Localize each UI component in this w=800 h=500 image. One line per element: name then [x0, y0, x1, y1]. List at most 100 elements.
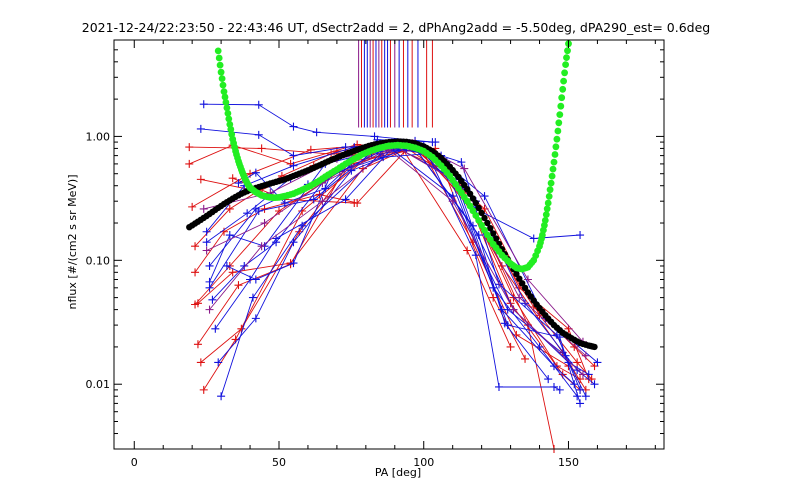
chart-title: 2021-12-24/22:23:50 - 22:43:46 UT, dSect… — [82, 20, 710, 35]
fit-point — [466, 190, 474, 197]
x-tick-label: 50 — [272, 456, 286, 469]
model-point — [475, 217, 483, 224]
data-point — [309, 195, 318, 204]
data-point — [191, 242, 200, 251]
data-point — [254, 100, 263, 109]
model-point — [220, 88, 228, 95]
fit-point — [484, 219, 491, 227]
data-point — [193, 299, 202, 308]
axes: 0 50 100 150 0.01 0.10 1.00 — [86, 39, 664, 469]
data-point — [208, 295, 217, 304]
data-point — [202, 246, 211, 255]
model-point — [221, 93, 229, 101]
data-point — [495, 382, 503, 391]
fit-point — [481, 214, 488, 222]
y-axis-label: nflux [#/(cm2 s sr MeV)] — [66, 175, 79, 310]
fit-point — [475, 204, 482, 212]
data-point — [199, 204, 208, 213]
data-point — [570, 342, 579, 351]
model-point — [214, 47, 222, 55]
data-point — [196, 124, 205, 133]
data-point — [521, 299, 530, 308]
data-point — [222, 261, 231, 270]
model-point — [219, 81, 227, 89]
model-point — [543, 205, 551, 213]
data-point — [243, 209, 252, 218]
data-point — [257, 242, 266, 251]
model-point — [548, 172, 556, 180]
x-tick-label: 150 — [558, 456, 579, 469]
fit-point — [464, 186, 471, 193]
model-point — [555, 119, 563, 127]
model-point — [472, 212, 480, 219]
data-point — [254, 130, 263, 139]
data-point — [228, 174, 237, 183]
model-point — [550, 158, 558, 166]
data-point — [257, 144, 266, 153]
data-point — [457, 158, 466, 167]
data-point — [193, 340, 202, 349]
data-point — [298, 221, 307, 230]
model-point — [551, 151, 559, 158]
model-point — [217, 68, 225, 76]
data-point — [535, 342, 544, 351]
model-point — [546, 186, 554, 194]
fit-point — [513, 270, 520, 278]
data-point — [489, 293, 498, 302]
model-point — [552, 143, 560, 151]
data-point — [251, 314, 260, 323]
y-tick-label: 1.00 — [86, 130, 111, 143]
data-point — [515, 293, 524, 302]
data-point — [506, 342, 515, 351]
model-point — [545, 193, 553, 200]
data-point — [228, 268, 237, 277]
x-axis-label: PA [deg] — [375, 466, 421, 479]
data-point — [225, 204, 234, 213]
data-point — [251, 275, 260, 284]
model-point — [557, 102, 565, 110]
model-point — [225, 115, 233, 123]
data-point — [593, 358, 602, 367]
data-point — [211, 324, 220, 333]
fit-point — [487, 225, 494, 232]
data-point — [341, 195, 350, 204]
data-point — [191, 268, 200, 277]
series-line — [203, 103, 433, 143]
data-point — [350, 199, 359, 208]
data-point — [199, 100, 208, 109]
model-curve — [214, 40, 572, 273]
fit-point — [492, 235, 500, 242]
plot-frame — [113, 39, 665, 450]
data-point — [521, 354, 530, 363]
model-point — [559, 85, 567, 93]
model-point — [564, 47, 571, 55]
model-point — [544, 199, 552, 207]
model-point — [561, 69, 568, 77]
data-point — [318, 197, 327, 206]
model-point — [558, 94, 566, 102]
data-point — [581, 351, 590, 360]
data-point — [251, 168, 260, 177]
data-point — [214, 358, 223, 367]
data-point — [463, 246, 472, 255]
fit-point — [519, 280, 526, 287]
data-point — [544, 375, 553, 384]
fit-point — [516, 275, 523, 282]
data-point — [573, 358, 582, 367]
series-27 — [205, 145, 587, 379]
model-point — [541, 217, 549, 224]
data-point — [217, 392, 226, 401]
data-point — [503, 321, 512, 330]
data-point — [205, 277, 214, 286]
data-point — [289, 122, 298, 131]
data-point — [471, 251, 480, 260]
data-point — [509, 305, 518, 314]
data-point — [312, 128, 321, 137]
data-point — [188, 202, 197, 211]
x-tick-label: 0 — [131, 456, 138, 469]
data-point — [234, 281, 243, 290]
model-point — [222, 99, 230, 106]
data-point — [254, 207, 263, 216]
data-point — [185, 159, 194, 168]
